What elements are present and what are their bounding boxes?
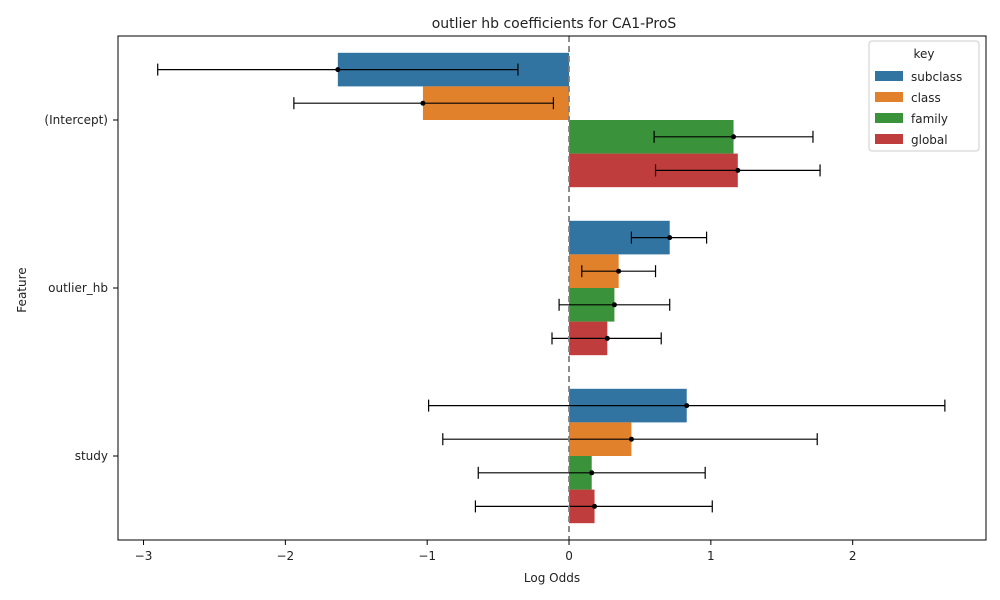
legend-item-subclass: subclass [875, 70, 962, 84]
x-tick-label: −3 [135, 549, 153, 563]
legend-item-class: class [875, 91, 941, 105]
error-bar-subclass-1 [630, 231, 708, 244]
point-estimate [592, 503, 598, 509]
y-tick-label: study [75, 449, 108, 463]
plot-area [157, 36, 946, 540]
y-axis-label: Feature [15, 267, 29, 312]
error-bar-global-1 [551, 332, 662, 345]
error-bar-class-2 [442, 433, 818, 446]
legend-swatch [875, 134, 903, 144]
legend: key subclass class family global [868, 40, 980, 152]
legend-label: family [911, 112, 948, 126]
point-estimate [667, 235, 673, 241]
point-estimate [628, 436, 634, 442]
error-bar-family-2 [477, 466, 706, 479]
x-axis-label: Log Odds [524, 571, 580, 585]
point-estimate [731, 134, 737, 140]
point-estimate [611, 302, 617, 308]
y-tick-label: outlier_hb [48, 281, 108, 295]
error-bar-class-0 [293, 97, 555, 110]
legend-box [868, 40, 980, 152]
x-tick-label: 2 [849, 549, 857, 563]
point-estimate [420, 100, 426, 106]
y-tick-label: (Intercept) [44, 113, 108, 127]
point-estimate [735, 167, 741, 173]
legend-label: subclass [911, 70, 962, 84]
point-estimate [335, 67, 341, 73]
error-bar-class-1 [581, 265, 657, 278]
legend-swatch [875, 113, 903, 123]
error-bar-subclass-0 [157, 63, 519, 76]
chart-title: outlier hb coefficients for CA1-ProS [432, 16, 677, 32]
x-tick-label: −1 [418, 549, 436, 563]
legend-item-family: family [875, 112, 948, 126]
error-bar-family-1 [558, 298, 671, 311]
error-bar-subclass-2 [428, 399, 946, 412]
point-estimate [616, 268, 622, 274]
legend-item-global: global [875, 133, 948, 147]
x-tick-label: −2 [277, 549, 295, 563]
point-estimate [604, 335, 610, 341]
legend-label: global [911, 133, 948, 147]
point-estimate [684, 403, 690, 409]
legend-title: key [913, 47, 934, 61]
error-bar-global-2 [474, 500, 713, 513]
point-estimate [589, 470, 595, 476]
error-bar-global-0 [654, 164, 821, 177]
legend-swatch [875, 71, 903, 81]
x-tick-label: 1 [707, 549, 715, 563]
legend-swatch [875, 92, 903, 102]
error-bar-family-0 [653, 130, 814, 143]
legend-label: class [911, 91, 941, 105]
x-tick-label: 0 [565, 549, 573, 563]
